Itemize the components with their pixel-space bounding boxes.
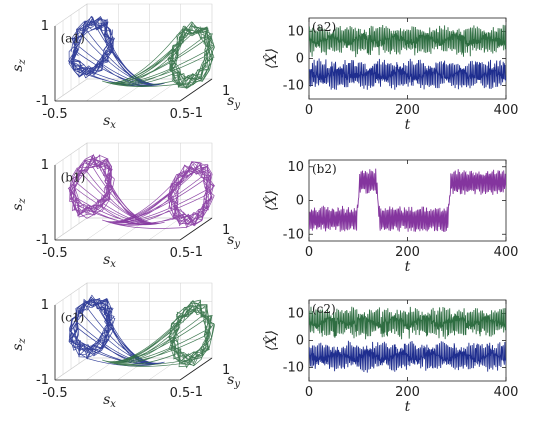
series-line-0 bbox=[309, 168, 506, 233]
z-tick-label: -1 bbox=[36, 373, 49, 388]
z-tick-label: 1 bbox=[41, 298, 49, 313]
panel-label: (a2) bbox=[312, 20, 336, 34]
attractor-panel-0: -0.5 0.5 1 -1 1 -1 sx sy sz (a1) bbox=[10, 3, 240, 131]
y-tick-label: -10 bbox=[283, 227, 304, 242]
panel-label: (c1) bbox=[61, 310, 85, 324]
y-tick-label: 10 bbox=[287, 160, 304, 175]
y-axis-label-text: sy bbox=[227, 372, 240, 390]
y-tick-label: 10 bbox=[287, 25, 304, 40]
attractor-lobe-left bbox=[67, 153, 165, 226]
z-tick-label: -1 bbox=[36, 233, 49, 248]
y-axis-label: ⟨X̂⟩ bbox=[262, 48, 280, 69]
x-tick-label: 0.5 bbox=[170, 386, 191, 401]
y-tick-label: 1 bbox=[222, 363, 230, 378]
x-axis-label: sx bbox=[103, 252, 116, 270]
attractor-lobe-right bbox=[101, 160, 215, 229]
y-tick-label: -1 bbox=[190, 245, 203, 260]
panel-label: (c2) bbox=[312, 302, 336, 316]
z-tick-label: 1 bbox=[41, 158, 49, 173]
z-axis-label: sz bbox=[10, 198, 28, 211]
y-tick-label: -1 bbox=[190, 385, 203, 400]
z-axis-label-text: sz bbox=[10, 338, 28, 351]
y-tick-label: 1 bbox=[222, 84, 230, 99]
y-axis-label-text: sy bbox=[227, 232, 240, 250]
x-tick-label: 0 bbox=[305, 103, 313, 118]
y-tick-label: -10 bbox=[283, 79, 304, 94]
y-tick-label: -1 bbox=[190, 106, 203, 121]
y-axis-line bbox=[179, 357, 213, 381]
x-tick-label: 0.5 bbox=[170, 107, 191, 122]
x-tick-label: 400 bbox=[494, 245, 519, 260]
series-group bbox=[309, 24, 506, 90]
y-axis-label: sy bbox=[227, 372, 240, 390]
series-group bbox=[309, 306, 506, 373]
plot-frame bbox=[308, 159, 507, 242]
x-tick-label: 0 bbox=[305, 245, 313, 260]
y-tick-label: 0 bbox=[296, 52, 304, 67]
panel-label: (a1) bbox=[61, 31, 85, 45]
x-tick-label: -0.5 bbox=[42, 246, 67, 261]
y-axis-line bbox=[179, 78, 213, 102]
y-tick-label: 0 bbox=[296, 334, 304, 349]
y-axis-label: ⟨X̂⟩ bbox=[262, 330, 280, 351]
grid-line bbox=[148, 217, 181, 241]
y-tick-label: 10 bbox=[287, 307, 304, 322]
attractor-lobe-right bbox=[101, 299, 215, 369]
x-axis-label: t bbox=[405, 399, 411, 415]
x-axis-label-text: sx bbox=[103, 392, 116, 410]
y-tick-label: 1 bbox=[222, 223, 230, 238]
series-line-0 bbox=[309, 306, 506, 340]
y-axis-label-text: sy bbox=[227, 93, 240, 111]
attractor-lobe-left bbox=[67, 15, 165, 87]
x-axis-label: sx bbox=[103, 392, 116, 410]
y-axis-label: sy bbox=[227, 93, 240, 111]
z-axis-label-text: sz bbox=[10, 198, 28, 211]
attractor-panel-2: -0.5 0.5 1 -1 1 -1 sx sy sz (b1) bbox=[10, 142, 240, 270]
z-tick-label: 1 bbox=[41, 19, 49, 34]
z-axis-label-text: sz bbox=[10, 59, 28, 72]
attractor-panel-4: -0.5 0.5 1 -1 1 -1 sx sy sz (c1) bbox=[10, 282, 240, 410]
z-axis-label: sz bbox=[10, 59, 28, 72]
attractor-lobe-right bbox=[101, 21, 215, 90]
panel-label: (b2) bbox=[312, 162, 337, 176]
z-axis-label: sz bbox=[10, 338, 28, 351]
y-axis-line bbox=[179, 217, 213, 241]
x-axis-label-text: sx bbox=[103, 113, 116, 131]
x-tick-label: 200 bbox=[395, 245, 420, 260]
series-line-1 bbox=[309, 340, 506, 373]
x-axis-label: sx bbox=[103, 113, 116, 131]
x-tick-label: 200 bbox=[395, 385, 420, 400]
series-line-0 bbox=[309, 24, 506, 58]
x-tick-label: 400 bbox=[494, 103, 519, 118]
x-tick-label: -0.5 bbox=[42, 386, 67, 401]
z-tick-label: -1 bbox=[36, 94, 49, 109]
x-tick-label: -0.5 bbox=[42, 107, 67, 122]
x-tick-label: 400 bbox=[494, 385, 519, 400]
y-tick-label: 0 bbox=[296, 194, 304, 209]
series-group bbox=[309, 168, 506, 233]
x-tick-label: 0 bbox=[305, 385, 313, 400]
x-axis-label: t bbox=[405, 117, 411, 133]
y-axis-label: sy bbox=[227, 232, 240, 250]
y-tick-label: -10 bbox=[283, 361, 304, 376]
x-axis-label-text: sx bbox=[103, 252, 116, 270]
x-axis-label: t bbox=[405, 259, 411, 275]
x-tick-label: 200 bbox=[395, 103, 420, 118]
x-tick-label: 0.5 bbox=[170, 246, 191, 261]
panel-label: (b1) bbox=[61, 170, 86, 184]
series-line-1 bbox=[309, 58, 506, 90]
y-axis-label: ⟨X̂⟩ bbox=[262, 190, 280, 211]
